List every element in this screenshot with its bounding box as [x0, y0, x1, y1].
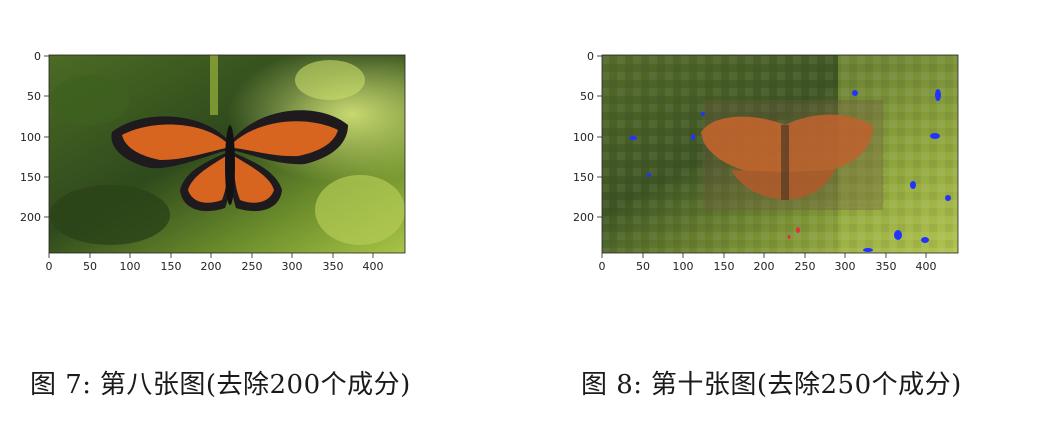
x-tick-label: 250	[795, 260, 816, 273]
y-tick-label: 0	[587, 50, 594, 63]
figure-7-x-axis: 0 50 100 150 200 250 300 350 400	[46, 253, 384, 273]
x-tick-label: 50	[636, 260, 650, 273]
figure-8-label: 图 8:	[581, 370, 643, 400]
y-tick-label: 50	[27, 90, 41, 103]
x-tick-label: 150	[161, 260, 182, 273]
x-tick-label: 400	[363, 260, 384, 273]
y-tick-label: 200	[573, 211, 594, 224]
figure-8-y-axis: 0 50 100 150 200	[573, 50, 602, 224]
figure-7-plot: 0 50 100 150 200 0 50 100 150 200 250 30…	[20, 50, 406, 273]
y-tick-label: 150	[573, 171, 594, 184]
x-tick-label: 0	[46, 260, 53, 273]
x-tick-label: 350	[323, 260, 344, 273]
figure-8-plot: 0 50 100 150 200 0 50 100 150 200 250 30…	[573, 50, 959, 273]
x-tick-label: 250	[242, 260, 263, 273]
figure-7: 0 50 100 150 200 0 50 100 150 200 250 30…	[0, 0, 520, 423]
butterfly-figure-7	[111, 110, 348, 212]
figure-8: 0 50 100 150 200 0 50 100 150 200 250 30…	[553, 0, 1047, 423]
x-tick-label: 300	[282, 260, 303, 273]
x-tick-label: 100	[673, 260, 694, 273]
figure-8-x-axis: 0 50 100 150 200 250 300 350 400	[599, 253, 937, 273]
x-tick-label: 100	[120, 260, 141, 273]
x-tick-label: 150	[714, 260, 735, 273]
x-tick-label: 350	[876, 260, 897, 273]
figure-8-caption-text: 第十张图(去除250个成分)	[650, 370, 962, 400]
figure-7-caption-text: 第八张图(去除200个成分)	[99, 370, 411, 400]
y-tick-label: 150	[20, 171, 41, 184]
figure-7-label: 图 7:	[30, 370, 92, 400]
x-tick-label: 200	[201, 260, 222, 273]
x-tick-label: 0	[599, 260, 606, 273]
figure-7-y-axis: 0 50 100 150 200	[20, 50, 49, 224]
figure-7-caption: 图 7: 第八张图(去除200个成分)	[30, 364, 411, 401]
figure-8-caption: 图 8: 第十张图(去除250个成分)	[581, 364, 962, 401]
blue-artifacts	[629, 89, 951, 252]
butterfly-figure-8	[701, 109, 884, 206]
y-tick-label: 50	[580, 90, 594, 103]
y-tick-label: 100	[20, 131, 41, 144]
red-artifacts	[787, 227, 800, 239]
x-tick-label: 50	[83, 260, 97, 273]
figure-8-image	[601, 54, 959, 254]
x-tick-label: 400	[916, 260, 937, 273]
y-tick-label: 200	[20, 211, 41, 224]
y-tick-label: 100	[573, 131, 594, 144]
y-tick-label: 0	[34, 50, 41, 63]
x-tick-label: 300	[835, 260, 856, 273]
figure-7-image	[48, 54, 406, 254]
x-tick-label: 200	[754, 260, 775, 273]
